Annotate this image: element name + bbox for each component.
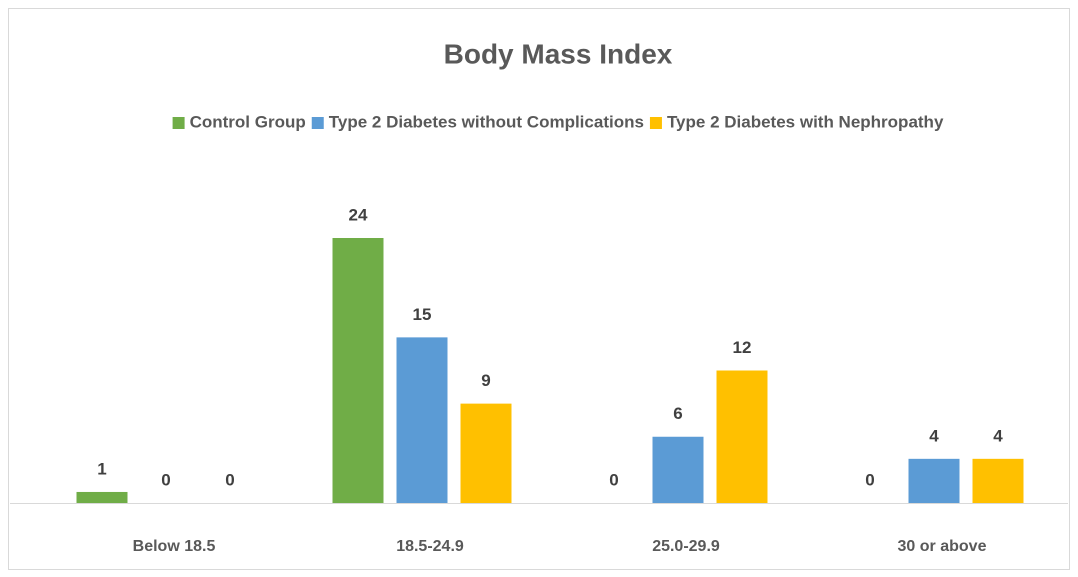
x-tick-label: Below 18.5 [133, 538, 216, 555]
bar [460, 403, 512, 503]
chart-title: Body Mass Index [444, 38, 673, 69]
data-label: 12 [733, 338, 752, 357]
bar [396, 337, 448, 503]
data-label: 4 [929, 426, 939, 445]
data-label: 15 [413, 305, 432, 324]
x-tick-label: 30 or above [898, 538, 987, 555]
x-tick-label: 18.5-24.9 [396, 538, 464, 555]
legend-label: Control Group [190, 112, 306, 131]
legend-label: Type 2 Diabetes with Nephropathy [667, 112, 944, 131]
bar [716, 370, 768, 503]
bar [332, 238, 384, 503]
legend-label: Type 2 Diabetes without Complications [329, 112, 644, 131]
data-label: 9 [481, 371, 490, 390]
data-label: 4 [993, 426, 1003, 445]
data-label: 0 [609, 470, 618, 489]
bar [76, 491, 128, 503]
data-label: 1 [97, 459, 106, 478]
bar [972, 458, 1024, 503]
data-label: 0 [161, 470, 170, 489]
legend-swatch [311, 117, 324, 129]
chart-frame [8, 8, 1070, 570]
data-label: 0 [865, 470, 874, 489]
data-label: 0 [225, 470, 234, 489]
data-label: 24 [349, 205, 368, 224]
x-tick-label: 25.0-29.9 [652, 538, 720, 555]
legend-swatch [649, 117, 662, 129]
legend-swatch [172, 117, 185, 129]
bar [908, 458, 960, 503]
bar [652, 436, 704, 503]
data-label: 6 [673, 404, 682, 423]
